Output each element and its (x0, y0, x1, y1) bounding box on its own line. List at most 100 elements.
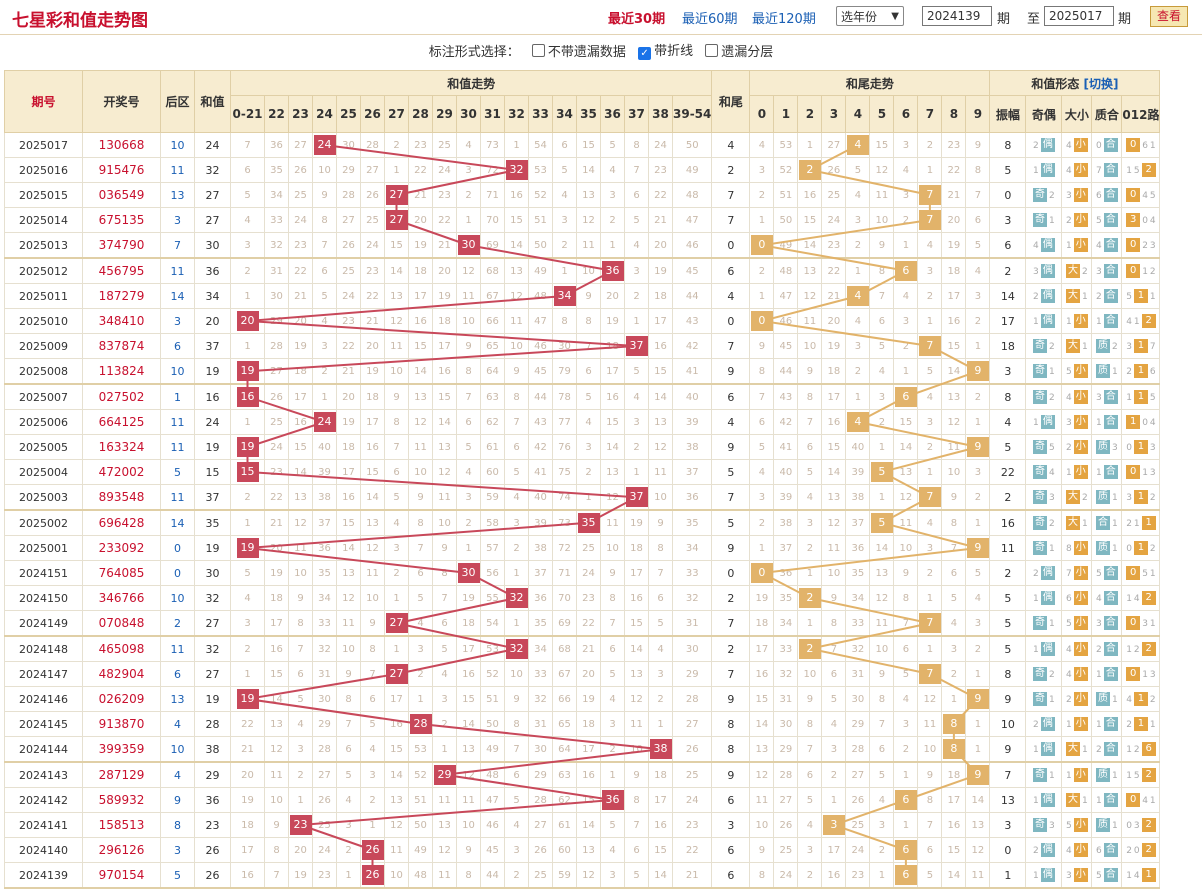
sum-trend-cell: 14 (384, 761, 409, 788)
sum-trend-cell: 20 (360, 333, 385, 359)
tail-cell: 6 (711, 257, 751, 284)
sum-trend-cell: 1 (624, 459, 649, 485)
route-badge: 0 (1126, 465, 1141, 479)
tail-trend-cell: 13 (797, 257, 823, 284)
sum-trend-cell: 17 (648, 308, 673, 334)
sum-trend-cell: 49 (671, 157, 713, 183)
sum-trend-cell: 18 (624, 535, 649, 561)
view-button[interactable]: 查看 (1150, 6, 1188, 27)
sum-trend-cell: 25 (264, 409, 289, 435)
sum-marker: 26 (361, 840, 384, 860)
tail-trend-cell: 2 (917, 560, 943, 586)
sum-trend-cell: 23 (336, 308, 361, 334)
miss-value: 4 (1066, 846, 1072, 856)
sum-trend-cell: 11 (504, 308, 529, 334)
sum-cell: 38 (194, 736, 231, 763)
sum-trend-cell: 74 (552, 484, 577, 511)
nav-recent-120[interactable]: 最近120期 (752, 12, 816, 27)
sum-trend-header: 和值走势 (229, 70, 713, 96)
sum-trend-cell: 10 (504, 661, 529, 687)
tail-trend-cell: 10 (797, 661, 823, 687)
tail-trend-cell: 1 (965, 661, 991, 687)
table-row: 2024144 399359 10 38 21 12 3 28 6 4 15 53 1 13 49 7 30 64… (4, 736, 1161, 763)
sum-trend-cell: 14 (504, 232, 529, 259)
year-select[interactable]: 选年份 ▼ (836, 6, 904, 26)
sum-marker: 19 (236, 437, 259, 457)
big-small-badge: 小 (1073, 868, 1088, 882)
miss-value: 3 (1096, 393, 1102, 403)
sum-trend-cell: 19 (648, 257, 673, 284)
option-lines[interactable]: ✓ 带折线 (638, 40, 693, 60)
sum-trend-cell: 25 (528, 862, 553, 889)
sum-trend-cell: 30 (312, 686, 337, 712)
sum-cell: 36 (194, 787, 231, 813)
sum-trend-cell: 2 (648, 686, 673, 712)
sum-trend-cell: 14 (408, 358, 433, 385)
nav-recent-30[interactable]: 最近30期 (608, 12, 666, 27)
sum-trend-cell: 33 (264, 207, 289, 233)
tail-trend-cell: 12 (821, 509, 847, 536)
sum-trend-cell: 6 (456, 409, 481, 435)
option-layer[interactable]: 遗漏分层 (705, 41, 773, 60)
sum-trend-cell: 14 (576, 157, 601, 183)
sum-marker: 20 (236, 311, 259, 331)
tail-trend-cell: 5 (941, 585, 967, 611)
sum-trend-cell: 22 (408, 157, 433, 183)
tail-trend-cell: 2 (797, 862, 823, 889)
checkbox-checked-icon[interactable]: ✓ (638, 47, 652, 60)
to-issue-input[interactable]: 2025017 (1044, 6, 1114, 26)
issue-cell: 2024140 (4, 837, 83, 863)
tail-trend-cell: 9 (893, 560, 919, 586)
amplitude-cell: 8 (989, 383, 1027, 410)
amplitude-cell: 0 (989, 182, 1027, 208)
switch-link[interactable]: [切换] (1079, 76, 1119, 91)
tail-trend-cell: 1 (845, 383, 871, 410)
sum-trend-cell: 1 (624, 308, 649, 334)
checkbox-icon[interactable] (531, 43, 545, 57)
miss-value: 3 (1066, 418, 1072, 428)
sum-trend-cell: 16 (576, 761, 601, 788)
miss-value: 7 (1149, 342, 1156, 352)
nav-recent-60[interactable]: 最近60期 (682, 12, 738, 27)
sum-trend-cell: 10 (312, 157, 337, 183)
checkbox-icon[interactable] (705, 43, 719, 57)
miss-value: 1 (1126, 871, 1132, 881)
from-issue-input[interactable]: 2024139 (922, 6, 992, 26)
tail-trend-cell: 20 (821, 308, 847, 334)
sum-trend-cell: 14 (648, 383, 673, 410)
big-small-badge: 小 (1073, 364, 1088, 378)
sum-trend-cell: 3 (576, 434, 601, 460)
issue-cell: 2025015 (4, 182, 83, 208)
tail-trend-cell: 9 (797, 686, 823, 712)
option-no-miss[interactable]: 不带遗漏数据 (531, 41, 626, 60)
big-small-badge: 小 (1073, 591, 1088, 605)
tail-marker: 7 (918, 487, 941, 507)
col-issue-header[interactable]: 期号 (4, 70, 83, 133)
sum-trend-cell: 20 (432, 257, 457, 284)
tail-trend-cell: 7 (869, 711, 895, 737)
sum-trend-cell: 50 (528, 232, 553, 259)
tail-trend-cell: 4 (893, 157, 919, 183)
sum-trend-cell: 35 (264, 157, 289, 183)
tail-trend-cell: 24 (821, 207, 847, 233)
miss-value: 3 (1149, 443, 1156, 453)
sum-marker: 30 (457, 235, 480, 255)
tail-trend-cell: 4 (845, 132, 871, 158)
tail-trend-cell: 10 (893, 535, 919, 561)
miss-value: 2 (1149, 493, 1156, 503)
number-cell: 482904 (82, 661, 161, 687)
back-cell: 11 (160, 635, 195, 662)
sum-trend-cell: 9 (456, 333, 481, 359)
